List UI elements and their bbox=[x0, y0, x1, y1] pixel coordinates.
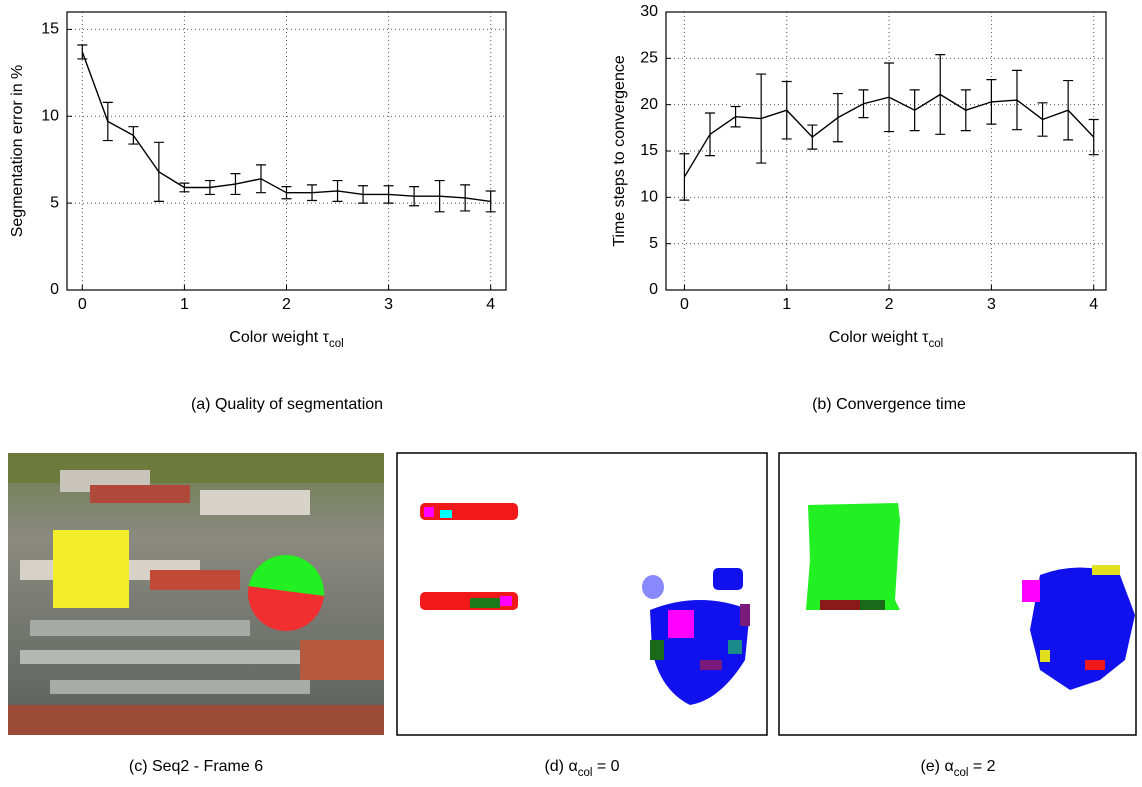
label: Color weight τcol bbox=[229, 329, 343, 350]
error-bar bbox=[832, 92, 843, 143]
caption: (c) Seq2 - Frame 6 bbox=[129, 758, 263, 775]
y-tick-label: 5 bbox=[649, 235, 658, 252]
plot-frame bbox=[66, 11, 507, 291]
y-tick-label: 30 bbox=[640, 3, 658, 20]
caption: (a) Quality of segmentation bbox=[191, 396, 383, 413]
error-bar bbox=[909, 89, 920, 132]
label-subscript: col bbox=[329, 338, 344, 350]
label-subscript: col bbox=[954, 767, 969, 779]
error-bar bbox=[935, 54, 946, 135]
x-tick-label: 3 bbox=[384, 296, 393, 313]
error-bar bbox=[102, 101, 113, 142]
error-bar bbox=[332, 179, 343, 202]
label-text: (b) Convergence time bbox=[812, 396, 966, 413]
y-tick-label: 10 bbox=[41, 107, 59, 124]
error-bar bbox=[1011, 69, 1022, 131]
y-tick-label: 15 bbox=[640, 142, 658, 159]
label-text: = 0 bbox=[592, 758, 619, 775]
caption: (d) αcol = 0 bbox=[544, 758, 619, 779]
label: Color weight τcol bbox=[829, 329, 943, 350]
error-bar bbox=[383, 185, 394, 204]
label-text: (d) α bbox=[544, 758, 577, 775]
photo bbox=[8, 453, 384, 735]
label-text: Color weight τ bbox=[229, 329, 329, 346]
error-bar bbox=[679, 153, 690, 201]
error-bar bbox=[204, 179, 215, 196]
error-bar bbox=[460, 184, 471, 212]
y-tick-label: 0 bbox=[50, 281, 59, 298]
label-text: = 2 bbox=[968, 758, 995, 775]
error-bar bbox=[1037, 102, 1048, 137]
error-bar bbox=[281, 186, 292, 200]
error-bar bbox=[179, 182, 190, 193]
plot-frame bbox=[665, 11, 1107, 291]
error-bar bbox=[77, 44, 88, 60]
caption: (b) Convergence time bbox=[812, 396, 966, 413]
error-bar bbox=[986, 79, 997, 125]
y-tick-label: 15 bbox=[41, 21, 59, 38]
error-bar bbox=[485, 190, 496, 213]
label-text: Color weight τ bbox=[829, 329, 929, 346]
label-subscript: col bbox=[578, 767, 593, 779]
error-bar bbox=[1088, 118, 1099, 156]
y-tick-label: 20 bbox=[640, 96, 658, 113]
x-tick-label: 4 bbox=[1089, 296, 1098, 313]
caption: (e) αcol = 2 bbox=[920, 758, 995, 779]
error-bar bbox=[434, 179, 445, 213]
error-bar bbox=[1063, 79, 1074, 141]
error-bar bbox=[884, 62, 895, 133]
x-tick-label: 4 bbox=[486, 296, 495, 313]
error-bar bbox=[705, 112, 715, 157]
error-bar bbox=[230, 172, 241, 196]
x-tick-label: 2 bbox=[885, 296, 894, 313]
x-tick-label: 0 bbox=[78, 296, 87, 313]
error-bar bbox=[756, 73, 767, 164]
label-text: (a) Quality of segmentation bbox=[191, 396, 383, 413]
x-tick-label: 2 bbox=[282, 296, 291, 313]
segmentation-d bbox=[396, 452, 768, 736]
y-tick-label: 0 bbox=[649, 281, 658, 298]
error-bar bbox=[807, 124, 818, 150]
error-bar bbox=[858, 89, 869, 119]
data-line bbox=[81, 51, 491, 203]
error-bar bbox=[128, 126, 139, 145]
y-tick-label: 25 bbox=[640, 50, 658, 67]
segmentation-e bbox=[778, 452, 1137, 736]
error-bar bbox=[781, 80, 792, 140]
x-tick-label: 1 bbox=[180, 296, 189, 313]
error-bar bbox=[358, 185, 369, 204]
y-tick-label: 10 bbox=[640, 189, 658, 206]
label-text: (e) α bbox=[920, 758, 953, 775]
label-subscript: col bbox=[928, 338, 943, 350]
y-axis-label: Time steps to convergence bbox=[611, 55, 628, 247]
error-bar bbox=[307, 184, 318, 202]
error-bar bbox=[153, 141, 164, 202]
error-bar bbox=[730, 105, 741, 128]
error-bar bbox=[409, 186, 420, 207]
y-tick-label: 5 bbox=[50, 194, 59, 211]
x-tick-label: 0 bbox=[680, 296, 689, 313]
x-tick-label: 1 bbox=[782, 296, 791, 313]
label-text: (c) Seq2 - Frame 6 bbox=[129, 758, 263, 775]
y-axis-label: Segmentation error in % bbox=[9, 65, 26, 238]
error-bar bbox=[255, 164, 266, 194]
error-bar bbox=[960, 89, 971, 132]
x-tick-label: 3 bbox=[987, 296, 996, 313]
